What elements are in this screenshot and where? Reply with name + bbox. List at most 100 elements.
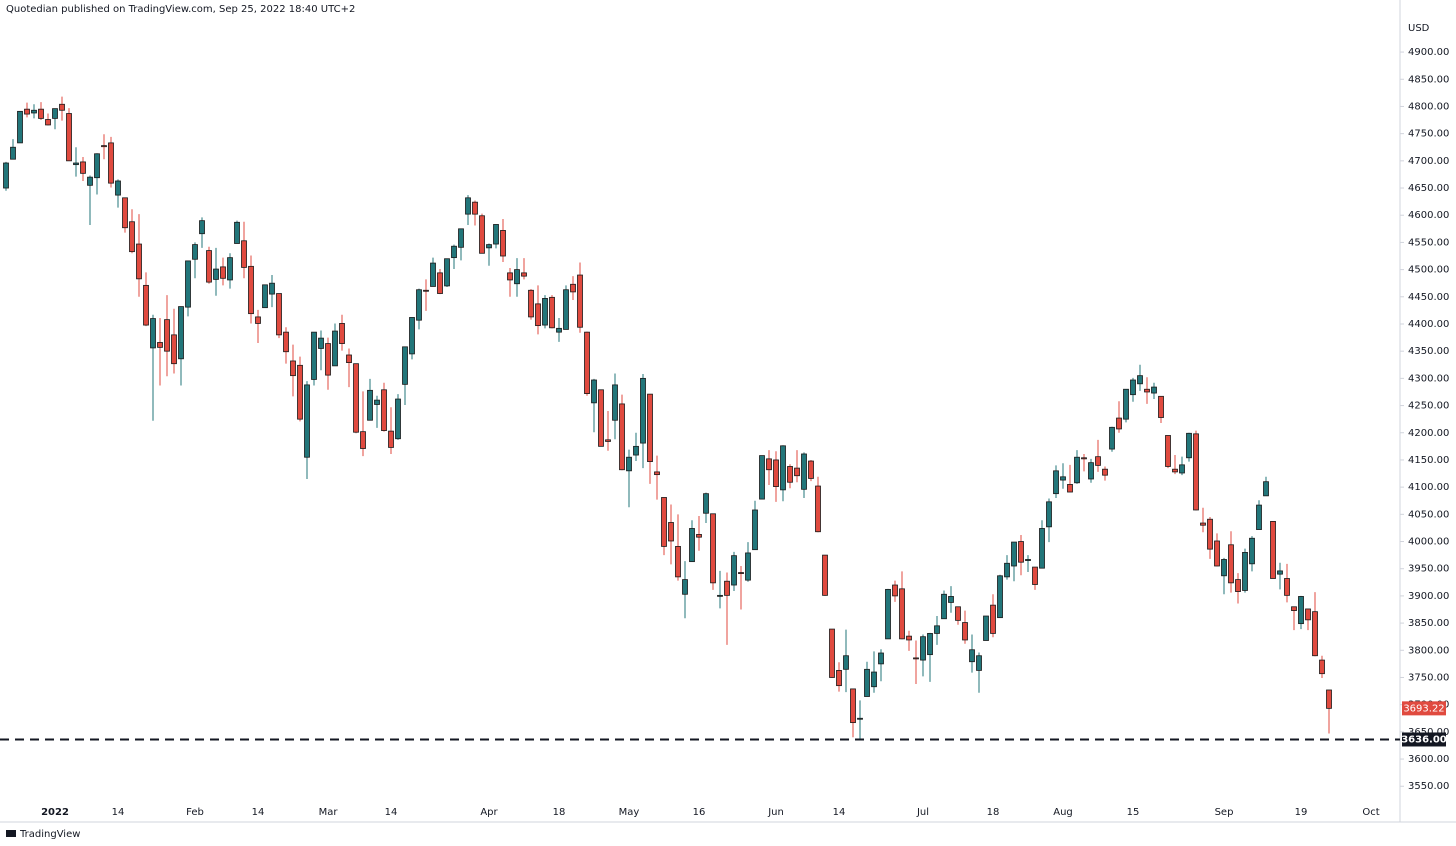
candle-body [304,384,310,458]
candle-body [521,272,527,277]
candle-body [1074,456,1080,484]
candle-body [1312,611,1318,657]
candle-body [773,459,779,487]
y-tick-label: 4750.00 [1408,129,1449,140]
candle-body [374,399,380,405]
candle-body [1039,528,1045,569]
logo-icon [6,830,16,837]
candle-body [1200,522,1206,526]
candle-body [255,316,261,324]
y-tick-label: 3850.00 [1408,618,1449,629]
candle-body [857,717,863,720]
candle-body [556,327,562,333]
candle-body [10,146,16,160]
candle-body [206,250,212,283]
candle-body [353,363,359,433]
candle-body [346,354,352,363]
candle-body [1277,570,1283,575]
candle-body [514,269,520,285]
candle-body [724,580,730,596]
candle-body [864,668,870,697]
x-tick-label: Jul [916,807,929,818]
candle-body [885,588,891,640]
y-tick-label: 3800.00 [1408,645,1449,656]
candle-body [66,113,72,162]
candle-body [1235,579,1241,592]
candle-body [1032,566,1038,585]
candle-body [892,584,898,597]
candle-body [1004,562,1010,578]
y-tick-label: 4400.00 [1408,319,1449,330]
y-tick-label: 4850.00 [1408,74,1449,85]
candle-body [983,615,989,641]
candle-body [619,403,625,471]
candle-body [3,162,9,189]
candle-body [948,596,954,603]
candle-body [591,379,597,404]
candle-body [766,458,772,471]
y-tick-label: 4700.00 [1408,156,1449,167]
candle-body [1081,457,1087,460]
candle-body [143,284,149,326]
candle-body [325,343,331,376]
candle-body [31,109,37,114]
candle-body [836,670,842,687]
candle-body [675,546,681,578]
candle-body [458,228,464,248]
candle-body [493,224,499,245]
candle-body [794,467,800,477]
candle-body [1151,386,1157,394]
candle-body [171,334,177,365]
candle-body [1046,501,1052,528]
candle-body [129,221,135,253]
x-tick-label: 16 [693,807,706,818]
y-tick-label: 4450.00 [1408,292,1449,303]
x-tick-label: 2022 [41,807,69,818]
y-tick-label: 4300.00 [1408,373,1449,384]
candle-body [122,197,128,229]
candle-body [808,460,814,479]
y-tick-label: 4200.00 [1408,428,1449,439]
candle-body [843,655,849,670]
y-tick-label: 4550.00 [1408,237,1449,248]
candle-body [745,552,751,581]
candle-body [542,298,548,326]
y-tick-label: 4050.00 [1408,509,1449,520]
candle-body [101,145,107,148]
x-tick-label: 18 [553,807,566,818]
candle-body [276,293,282,336]
candle-body [290,360,296,377]
candle-body [822,554,828,596]
candle-body [199,220,205,235]
candle-body [605,439,611,442]
candle-body [1109,426,1115,450]
candle-body [283,331,289,353]
candle-body [1053,470,1059,495]
x-tick-label: Sep [1215,807,1234,818]
candle-body [962,622,968,641]
candle-body [913,657,919,660]
candle-body [472,201,478,215]
candle-body [178,306,184,360]
candle-body [136,243,142,280]
y-tick-label: 4600.00 [1408,210,1449,221]
candle-body [570,283,576,293]
candle-body [80,161,86,174]
candle-body [801,453,807,490]
candle-body [1242,551,1248,591]
candle-body [1123,388,1129,420]
candle-body [507,272,513,281]
hline-label-box [1402,732,1446,747]
candle-body [1088,462,1094,480]
x-tick-label: 15 [1127,807,1140,818]
candles [3,96,1332,740]
candle-body [444,258,450,287]
candle-body [297,364,303,420]
candle-body [577,274,583,328]
candle-body [339,323,345,344]
candle-body [227,257,233,281]
candle-body [1249,537,1255,565]
y-tick-label: 3900.00 [1408,591,1449,602]
y-tick-label: 4000.00 [1408,537,1449,548]
